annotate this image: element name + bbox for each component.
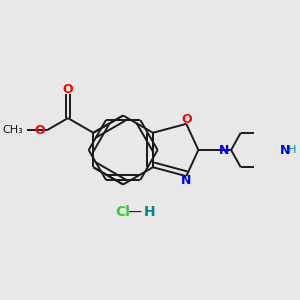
Text: H: H — [144, 205, 155, 219]
Text: -H: -H — [284, 145, 297, 155]
Text: CH₃: CH₃ — [3, 125, 24, 135]
Text: N: N — [280, 143, 290, 157]
Text: N: N — [219, 143, 230, 157]
Text: O: O — [63, 83, 73, 96]
Text: N: N — [181, 174, 191, 187]
Text: —: — — [124, 205, 146, 219]
Text: Cl: Cl — [115, 205, 130, 219]
Text: O: O — [181, 113, 192, 126]
Text: O: O — [34, 124, 45, 137]
